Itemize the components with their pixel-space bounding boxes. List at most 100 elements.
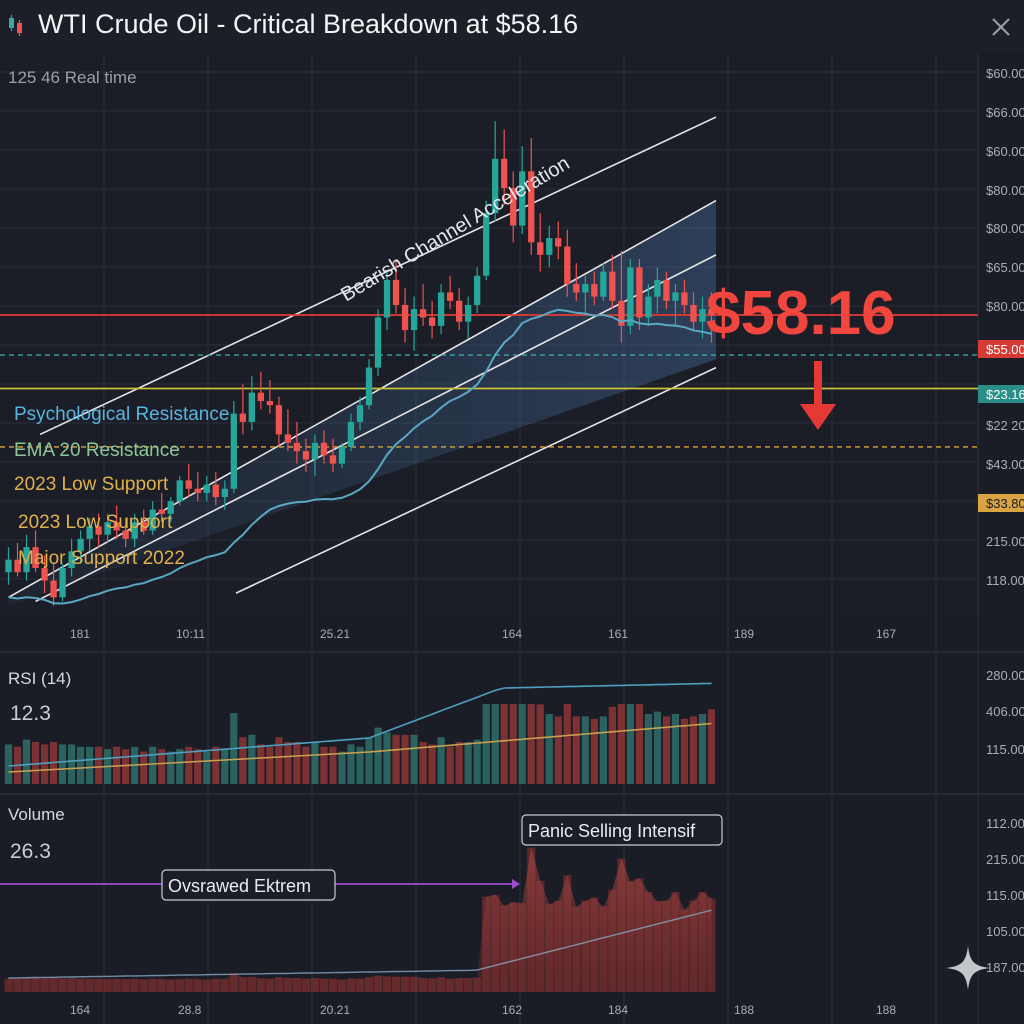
rsi-axis-label: 115.00 bbox=[986, 742, 1024, 757]
rsi-bar bbox=[140, 751, 148, 784]
x-tick-label: 10:11 bbox=[176, 627, 205, 641]
candle-body bbox=[311, 442, 319, 460]
price-axis-label: $80.00 bbox=[986, 221, 1024, 236]
channel-inner-line bbox=[35, 254, 717, 603]
close-icon[interactable] bbox=[988, 14, 1014, 40]
rsi-bar bbox=[86, 746, 94, 784]
price-axis-label: $22 20 bbox=[986, 418, 1024, 433]
rsi-bar bbox=[4, 744, 13, 784]
rsi-bar bbox=[356, 746, 364, 784]
rsi-bar bbox=[329, 746, 337, 784]
candle-body bbox=[455, 300, 463, 322]
candle-body bbox=[627, 267, 634, 326]
rsi-bar bbox=[428, 744, 436, 784]
channel-upper-line bbox=[39, 116, 717, 436]
rsi-value: 12.3 bbox=[10, 702, 51, 725]
rsi-bar bbox=[491, 704, 499, 784]
rsi-axis-label: 280.00 bbox=[986, 668, 1024, 683]
candle-body bbox=[591, 284, 598, 297]
rsi-axis-label: 406.00 bbox=[986, 704, 1024, 719]
rsi-bar bbox=[608, 706, 616, 784]
rsi-bar bbox=[689, 716, 698, 784]
price-axis-label: $23.16 bbox=[986, 387, 1024, 402]
candle-body bbox=[212, 484, 219, 498]
candle-body bbox=[77, 538, 84, 552]
rsi-bar bbox=[77, 746, 85, 784]
annotation-panic-selling: Panic Selling Intensif bbox=[528, 821, 696, 841]
x-tick-label: 28.8 bbox=[178, 1003, 202, 1017]
candle-body bbox=[59, 568, 66, 598]
volume-axis: 112.00 215.00 115.00 105.00 187.00 bbox=[986, 816, 1024, 975]
candle-body bbox=[636, 267, 643, 318]
candle-body bbox=[338, 446, 346, 464]
rsi-bar bbox=[275, 737, 283, 784]
x-tick-label: 189 bbox=[734, 627, 754, 641]
candle-body bbox=[122, 530, 129, 539]
candle-body bbox=[239, 413, 246, 422]
annotation-2023-low-support-1: 2023 Low Support bbox=[14, 474, 169, 495]
purple-arrow-icon bbox=[512, 879, 520, 889]
rsi-bar bbox=[194, 749, 202, 784]
candle-body bbox=[600, 271, 607, 297]
annotation-2023-low-support-2: 2023 Low Support bbox=[18, 512, 173, 533]
rsi-bar bbox=[500, 704, 508, 784]
candle-body bbox=[654, 279, 661, 297]
annotation-major-support-2022: Major Support 2022 bbox=[18, 548, 185, 569]
rsi-bar bbox=[644, 714, 653, 784]
candle-body bbox=[140, 522, 147, 531]
candle-body bbox=[104, 522, 111, 535]
candle-body bbox=[203, 484, 210, 493]
price-tag: $58.16 bbox=[706, 279, 896, 348]
candle-body bbox=[618, 300, 625, 326]
price-axis-label: $43.00 bbox=[986, 457, 1024, 472]
volume-axis-label: 187.00 bbox=[986, 960, 1024, 975]
volume-axis-label: 115.00 bbox=[986, 888, 1024, 903]
candlestick-series bbox=[5, 121, 715, 606]
rsi-bar bbox=[67, 744, 76, 784]
candle-body bbox=[672, 292, 679, 301]
rsi-line bbox=[8, 682, 712, 767]
candle-body bbox=[464, 304, 472, 322]
rsi-axis: 280.00 406.00 115.00 bbox=[986, 668, 1024, 757]
x-tick-label: 181 bbox=[70, 627, 90, 641]
rsi-bar bbox=[437, 737, 445, 784]
rsi-bar bbox=[293, 742, 301, 784]
callout-box bbox=[161, 869, 336, 901]
price-axis-label: 215.00 bbox=[986, 534, 1024, 549]
rsi-bar bbox=[95, 746, 103, 784]
candle-body bbox=[248, 392, 256, 422]
volume-area bbox=[8, 847, 712, 992]
candle-body bbox=[690, 304, 697, 322]
candle-body bbox=[347, 421, 355, 447]
annotation-psychological-resistance: Psychological Resistance bbox=[14, 404, 229, 425]
price-axis-tag-orange bbox=[978, 494, 1024, 512]
candle-body bbox=[483, 213, 490, 276]
rsi-bar bbox=[446, 746, 454, 784]
candle-body bbox=[302, 451, 310, 460]
rsi-bar bbox=[626, 704, 634, 784]
candle-body bbox=[194, 488, 201, 493]
candle-body bbox=[176, 480, 183, 502]
volume-label: Volume bbox=[8, 805, 65, 824]
rsi-bar bbox=[401, 734, 409, 784]
rsi-bar bbox=[707, 709, 716, 784]
rsi-bar bbox=[419, 742, 427, 784]
rsi-bar bbox=[581, 716, 589, 784]
candle-body bbox=[5, 559, 12, 573]
rsi-bar bbox=[509, 704, 517, 784]
candle-body bbox=[68, 551, 75, 569]
rsi-bar bbox=[122, 749, 130, 784]
rsi-bar bbox=[698, 714, 707, 784]
rsi-bar bbox=[31, 742, 40, 784]
rsi-bar bbox=[464, 742, 472, 784]
candle-body bbox=[293, 442, 301, 452]
volume-axis-label: 105.00 bbox=[986, 924, 1024, 939]
rsi-bar bbox=[302, 746, 310, 784]
rsi-panel bbox=[4, 682, 716, 784]
price-axis-label: $55.00 bbox=[986, 342, 1024, 357]
candle-body bbox=[230, 413, 237, 489]
candle-body bbox=[437, 292, 445, 326]
window-title: WTI Crude Oil - Critical Breakdown at $5… bbox=[38, 9, 579, 39]
candle-body bbox=[582, 284, 589, 293]
